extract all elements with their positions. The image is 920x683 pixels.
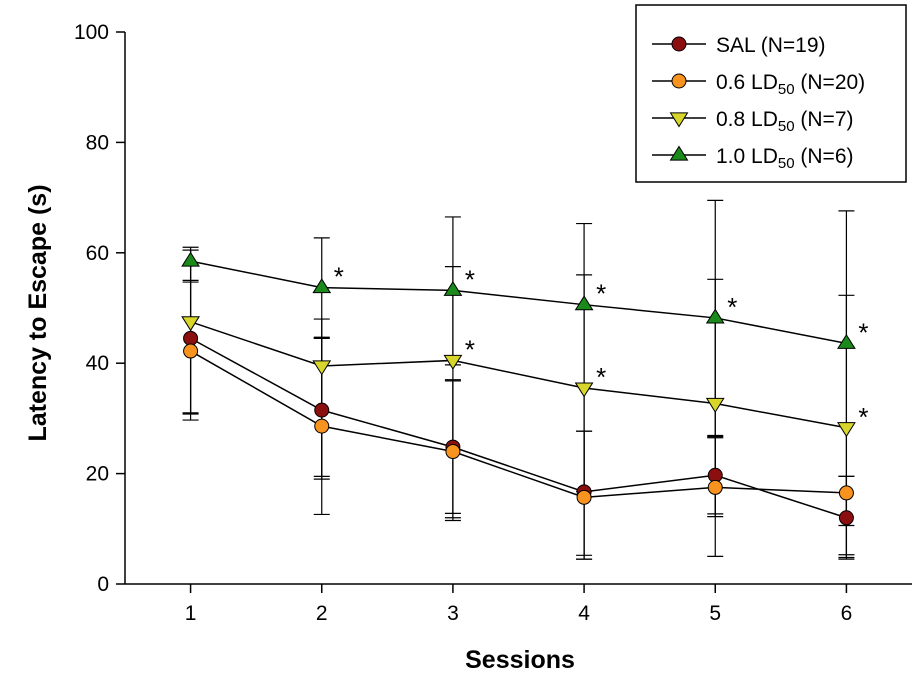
series-point-1	[707, 479, 723, 495]
y-tick-label: 20	[86, 463, 109, 486]
series-line-2	[190, 321, 847, 429]
legend-subscript: 50	[778, 155, 795, 172]
series-point-1	[576, 489, 592, 505]
legend-label-part: (N=6)	[795, 145, 854, 168]
series-line-0	[190, 337, 847, 519]
series-point-3	[705, 308, 725, 324]
legend-marker-2	[669, 112, 689, 128]
error-bars	[182, 199, 855, 560]
significance-star: *	[858, 402, 868, 432]
series-point-3	[837, 333, 856, 349]
x-tick-label: 6	[841, 602, 853, 625]
significance-star: *	[334, 262, 344, 292]
series-line-1	[190, 350, 847, 499]
series-point-2	[574, 382, 594, 398]
x-tick-label: 2	[316, 602, 328, 625]
series-markers	[181, 251, 856, 526]
legend-label-part: SAL (N=19)	[716, 34, 826, 57]
significance-star: *	[596, 362, 606, 392]
x-tick-label: 1	[185, 602, 197, 625]
series-point-2	[443, 354, 463, 370]
series-point-3	[443, 280, 463, 296]
significance-star: *	[465, 264, 475, 294]
series-point-1	[314, 418, 330, 434]
y-tick-label: 100	[74, 21, 109, 44]
x-tick-label: 5	[709, 602, 721, 625]
legend-marker-3	[669, 145, 689, 161]
legend-subscript: 50	[778, 81, 795, 98]
legend-subscript: 50	[778, 118, 795, 135]
significance-star: *	[596, 279, 606, 309]
significance-star: *	[727, 292, 737, 322]
y-axis-title: Latency to Escape (s)	[24, 184, 52, 441]
legend: SAL (N=19)0.6 LD50 (N=20)0.8 LD50 (N=7)1…	[635, 4, 907, 183]
legend-label-part: (N=7)	[795, 108, 854, 131]
series-point-1	[838, 485, 854, 501]
legend-marker-1	[671, 73, 687, 89]
series-point-1	[183, 343, 199, 359]
y-tick-label: 40	[86, 352, 109, 375]
y-tick-label: 80	[86, 131, 109, 154]
series-point-2	[312, 360, 332, 376]
series-line-3	[190, 260, 847, 345]
legend-label-2: 0.8 LD50 (N=7)	[716, 108, 854, 135]
y-tick-label: 0	[97, 573, 109, 596]
series-point-0	[838, 510, 854, 526]
legend-label-part: 0.8 LD	[716, 108, 778, 131]
x-tick-label: 4	[578, 602, 590, 625]
series-point-0	[183, 330, 199, 346]
x-axis-title: Sessions	[465, 646, 575, 674]
series-point-2	[181, 316, 200, 332]
series-lines	[190, 260, 847, 519]
x-tick-label: 3	[447, 602, 459, 625]
legend-label-part: (N=20)	[795, 71, 866, 94]
y-tick-label: 60	[86, 242, 109, 265]
axes: 0 20 40 60 80 100 1 2 3 4 5 6	[74, 21, 912, 625]
series-point-3	[574, 295, 594, 311]
series-point-3	[181, 251, 200, 267]
legend-marker-0	[671, 36, 687, 52]
significance-star: *	[858, 317, 868, 347]
significance-star: *	[465, 334, 475, 364]
series-point-1	[445, 444, 461, 460]
legend-label-part: 0.6 LD	[716, 71, 778, 94]
series-point-0	[314, 402, 330, 418]
legend-label-1: 0.6 LD50 (N=20)	[716, 71, 865, 98]
series-point-2	[705, 397, 725, 413]
series-point-2	[837, 422, 856, 438]
legend-label-3: 1.0 LD50 (N=6)	[716, 145, 854, 172]
significance-markers: * * * * * * * *	[334, 262, 869, 432]
legend-label-0: SAL (N=19)	[716, 34, 826, 57]
series-point-3	[312, 278, 332, 294]
legend-label-part: 1.0 LD	[716, 145, 778, 168]
